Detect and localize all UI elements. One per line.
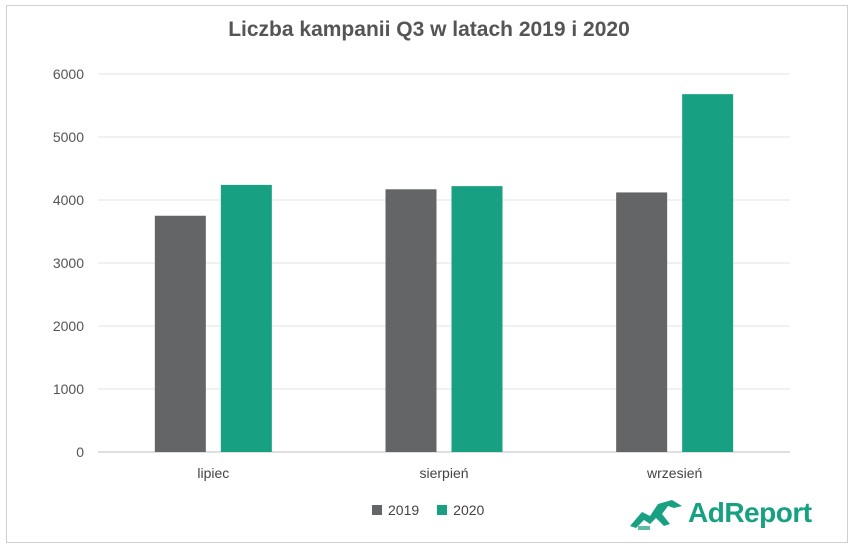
x-category-label: sierpień (419, 465, 468, 481)
adreport-logo: AdReport (628, 496, 812, 530)
y-tick-label: 1000 (53, 381, 84, 397)
y-tick-label: 0 (76, 444, 84, 460)
y-tick-label: 6000 (53, 66, 84, 82)
legend-label-2019: 2019 (388, 502, 420, 518)
legend-label-2020: 2020 (453, 502, 485, 518)
x-category-label: lipiec (197, 465, 229, 481)
bar-2019-sierpień (385, 189, 437, 453)
chart-title: Liczba kampanii Q3 w latach 2019 i 2020 (228, 18, 630, 41)
bar-2020-sierpień (451, 186, 503, 452)
legend-item-2019: 2019 (372, 502, 419, 518)
bar-2019-lipiec (154, 215, 206, 452)
legend-item-2020: 2020 (437, 502, 484, 518)
bar-2019-wrzesień (616, 192, 668, 452)
leaping-animal-logo-icon (630, 500, 682, 530)
legend: 2019 2020 (372, 502, 484, 518)
y-tick-label: 4000 (53, 192, 84, 208)
x-category-label: wrzesień (646, 465, 702, 481)
y-axis: 0 1000 2000 3000 4000 5000 6000 (53, 66, 84, 460)
y-tick-label: 5000 (53, 129, 84, 145)
gridlines (98, 73, 790, 453)
logo-text: AdReport (688, 497, 812, 528)
y-tick-label: 2000 (53, 318, 84, 334)
bar-2020-wrzesień (682, 94, 734, 452)
x-axis: lipiec sierpień wrzesień (197, 465, 702, 481)
bar-2020-lipiec (220, 184, 272, 452)
legend-swatch-2019 (372, 505, 382, 515)
bars (154, 94, 734, 453)
y-tick-label: 3000 (53, 255, 84, 271)
legend-swatch-2020 (437, 505, 448, 515)
